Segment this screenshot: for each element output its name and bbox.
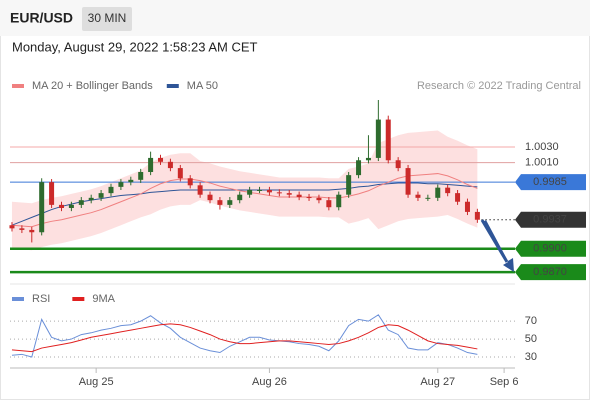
candle-body <box>187 178 193 186</box>
candle-body <box>286 193 292 195</box>
candle-body <box>375 119 381 158</box>
level-box <box>515 174 586 191</box>
legend-label: RSI <box>32 293 50 305</box>
candle-body <box>68 204 74 208</box>
candle-body <box>257 190 263 191</box>
legend-swatch <box>12 297 24 301</box>
timeframe[interactable]: 30 MIN <box>88 11 127 25</box>
timeframe-button[interactable] <box>82 7 132 31</box>
legend-label: MA 20 + Bollinger Bands <box>32 80 153 92</box>
candle-body <box>326 200 332 208</box>
candle-body <box>78 200 84 205</box>
candle-body <box>148 157 154 172</box>
candle-body <box>435 187 441 198</box>
candle-body <box>39 182 45 233</box>
y-tick-label: 50 <box>525 333 537 345</box>
candle-body <box>19 228 25 230</box>
candle-body <box>58 204 64 208</box>
candle-body <box>445 187 451 194</box>
candle-body <box>177 168 183 179</box>
candle-body <box>247 190 253 195</box>
candle-body <box>98 193 104 198</box>
legend-label: MA 50 <box>187 80 218 92</box>
date: Monday, August 29, 2022 1:58:23 AM CET <box>12 39 258 54</box>
legend-swatch <box>12 84 24 88</box>
candle-body <box>356 160 362 176</box>
candle-body <box>167 161 173 169</box>
candle-body <box>365 157 371 161</box>
candle-body <box>9 225 15 229</box>
candle-body <box>217 200 223 205</box>
x-tick-label: Aug 25 <box>79 376 114 388</box>
level-box <box>515 264 586 281</box>
level-label: 1.0010 <box>525 157 559 169</box>
candle-body <box>395 160 401 169</box>
candle-body <box>49 182 55 205</box>
candle-body <box>346 175 352 195</box>
legend-label: 9MA <box>92 293 115 305</box>
level-label: 0.9985 <box>533 176 567 188</box>
candle-body <box>138 172 144 180</box>
candle-body <box>197 185 203 195</box>
candle-body <box>128 179 134 183</box>
level-box <box>515 240 586 257</box>
ma20-line <box>11 173 478 228</box>
candle-body <box>425 197 431 199</box>
level-label: 0.9870 <box>533 266 567 278</box>
legend-swatch <box>72 297 85 301</box>
candle-body <box>405 168 411 195</box>
x-tick-label: Aug 27 <box>420 376 455 388</box>
candle-body <box>336 194 342 208</box>
candle-body <box>385 119 391 161</box>
y-tick-label: 70 <box>525 315 537 327</box>
level-label: 1.0030 <box>525 141 559 153</box>
candle-body <box>296 194 302 198</box>
x-tick-label: Aug 26 <box>252 376 287 388</box>
symbol: EUR/USD <box>10 10 73 26</box>
candle-body <box>464 201 470 212</box>
level-box <box>515 211 586 228</box>
candle-body <box>276 192 282 194</box>
candle-body <box>207 194 213 201</box>
ma50-line <box>11 182 478 226</box>
candle-body <box>455 193 461 202</box>
level-label: 0.9900 <box>533 243 567 255</box>
candle-body <box>415 194 421 198</box>
rsi-line <box>11 323 478 353</box>
candle-body <box>474 211 480 220</box>
candle-body <box>227 200 233 205</box>
candle-body <box>266 190 272 193</box>
copyright: Research © 2022 Trading Central <box>417 80 581 92</box>
candle-body <box>316 197 322 201</box>
legend-swatch <box>166 84 179 88</box>
candle-body <box>158 157 164 162</box>
y-tick-label: 30 <box>525 351 537 363</box>
candle-body <box>108 186 114 194</box>
level-label: 0.9937 <box>533 214 567 226</box>
rsi-line <box>11 314 478 358</box>
forecast-arrow <box>483 220 514 272</box>
candle-body <box>88 197 94 201</box>
candle-body <box>118 182 124 187</box>
candle-body <box>29 229 35 233</box>
candle-body <box>306 197 312 199</box>
candle-body <box>237 194 243 201</box>
x-tick-label: Sep 6 <box>490 376 519 388</box>
